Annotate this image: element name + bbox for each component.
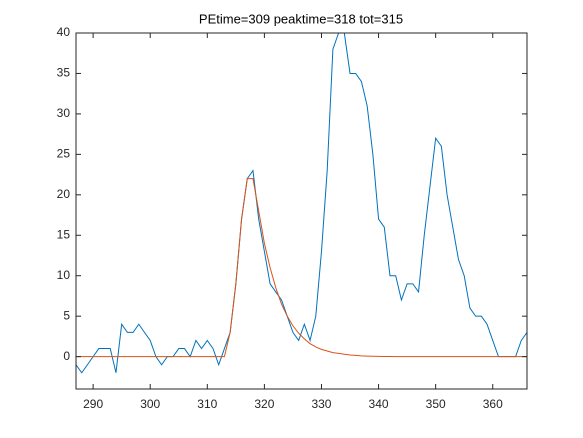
y-tick-label: 35 [57, 66, 71, 80]
y-tick-label: 30 [57, 106, 71, 120]
y-tick-label: 40 [57, 25, 71, 39]
x-tick-label: 300 [140, 397, 160, 411]
axes-box [75, 32, 528, 390]
data-line [75, 32, 528, 374]
x-tick-label: 310 [197, 397, 217, 411]
x-tick-label: 350 [426, 397, 446, 411]
x-tick-label: 360 [483, 397, 503, 411]
x-tick-label: 290 [83, 397, 103, 411]
data-line [76, 178, 527, 358]
y-tick-label: 20 [57, 187, 71, 201]
y-tick-label: 10 [57, 268, 71, 282]
x-tick-label: 330 [311, 397, 331, 411]
y-tick-label: 0 [63, 349, 70, 363]
y-tick-label: 15 [57, 227, 71, 241]
y-tick-label: 25 [57, 147, 71, 161]
x-tick-label: 340 [369, 397, 389, 411]
x-tick-label: 320 [254, 397, 274, 411]
y-tick-label: 5 [63, 308, 70, 322]
chart-title: PEtime=309 peaktime=318 tot=315 [199, 11, 403, 26]
